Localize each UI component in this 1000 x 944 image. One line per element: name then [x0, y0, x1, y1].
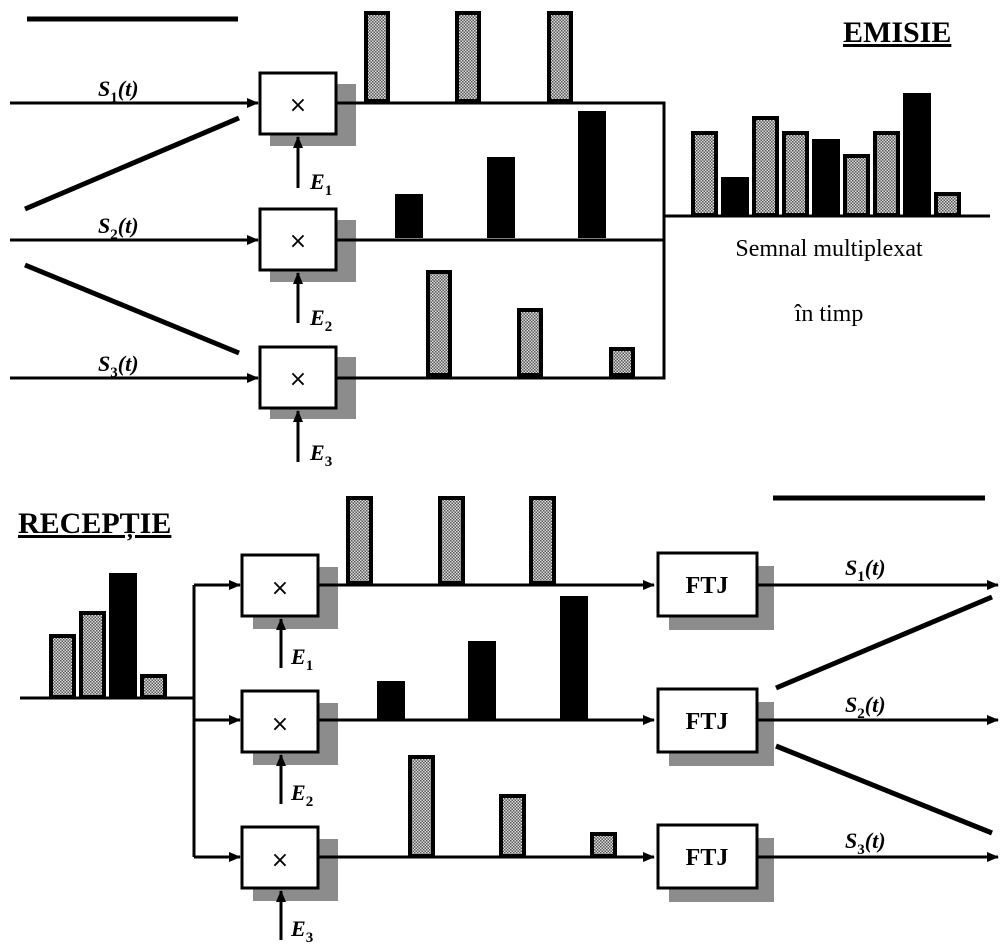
emission-title: EMISIE	[843, 16, 951, 49]
rx-ch3-sample-2	[499, 794, 526, 858]
rx-ch1-sample-3	[529, 496, 556, 585]
svg-text:×: ×	[289, 93, 307, 118]
output-label-s3: S3(t)	[845, 828, 886, 858]
carrier-label-e1: E1	[309, 169, 332, 199]
svg-text:×: ×	[271, 712, 289, 737]
reception-multiplier-1: ×	[240, 553, 338, 629]
rx-ch2-sample-1	[377, 681, 405, 721]
demux-arm-lower	[775, 743, 993, 836]
multiplexed-signal	[691, 93, 961, 217]
input-label-s3: S3(t)	[98, 351, 139, 381]
rx-carrier-label-e3: E3	[290, 916, 313, 944]
emission-multiplier-3: ×	[258, 345, 356, 419]
reception-multiplier-2: ×	[240, 689, 338, 765]
ch3-sample-3	[609, 347, 635, 377]
rx-carrier-label-e2: E2	[290, 780, 313, 810]
caption-line-2: în timp	[794, 301, 864, 327]
rx-ch1-sample-1	[346, 496, 373, 585]
emission-multiplier-2: ×	[258, 207, 356, 282]
reception-multiplier-3: ×	[240, 825, 338, 901]
svg-text:×: ×	[289, 229, 307, 254]
input-label-s2: S2(t)	[98, 213, 139, 243]
carrier-label-e3: E3	[309, 440, 332, 470]
lowpass-filter-3: FTJ	[656, 823, 774, 902]
svg-text:×: ×	[271, 848, 289, 873]
emission-section: EMISIE S1(t) S2(t) S3(t) × × ×	[10, 11, 990, 470]
lowpass-filter-2: FTJ	[656, 687, 774, 766]
svg-text:FTJ: FTJ	[686, 845, 729, 871]
caption-line-1: Semnal multiplexat	[735, 236, 923, 262]
rx-carrier-label-e1: E1	[290, 644, 313, 674]
svg-text:FTJ: FTJ	[686, 573, 729, 599]
rx-ch2-sample-3	[560, 596, 588, 721]
received-signal	[49, 573, 167, 699]
ch1-sample-1	[364, 11, 390, 103]
output-label-s1: S1(t)	[845, 555, 886, 585]
reception-title: RECEPȚIE	[18, 507, 171, 541]
ch2-sample-1	[395, 194, 423, 238]
lowpass-filter-1: FTJ	[656, 551, 774, 630]
ch3-sample-2	[517, 308, 543, 377]
ch3-sample-1	[426, 270, 452, 377]
ch2-sample-2	[487, 157, 515, 238]
reception-section: RECEPȚIE × × ×	[18, 495, 999, 944]
output-label-s2: S2(t)	[845, 692, 886, 722]
rx-ch2-sample-2	[468, 641, 496, 721]
switch-arm-lower	[24, 262, 240, 356]
ch1-sample-2	[455, 11, 481, 103]
ch2-sample-3	[578, 111, 606, 238]
svg-text:×: ×	[289, 367, 307, 392]
carrier-label-e2: E2	[309, 305, 332, 335]
rx-ch3-sample-1	[408, 755, 435, 858]
emission-multiplier-1: ×	[258, 71, 356, 146]
rx-ch3-sample-3	[590, 832, 617, 858]
switch-arm-upper	[24, 115, 240, 212]
svg-text:×: ×	[271, 576, 289, 601]
demux-arm-upper	[775, 594, 993, 691]
input-label-s1: S1(t)	[98, 76, 139, 106]
rx-ch1-sample-2	[438, 496, 465, 585]
svg-text:FTJ: FTJ	[686, 709, 729, 735]
ch1-sample-3	[547, 11, 573, 103]
